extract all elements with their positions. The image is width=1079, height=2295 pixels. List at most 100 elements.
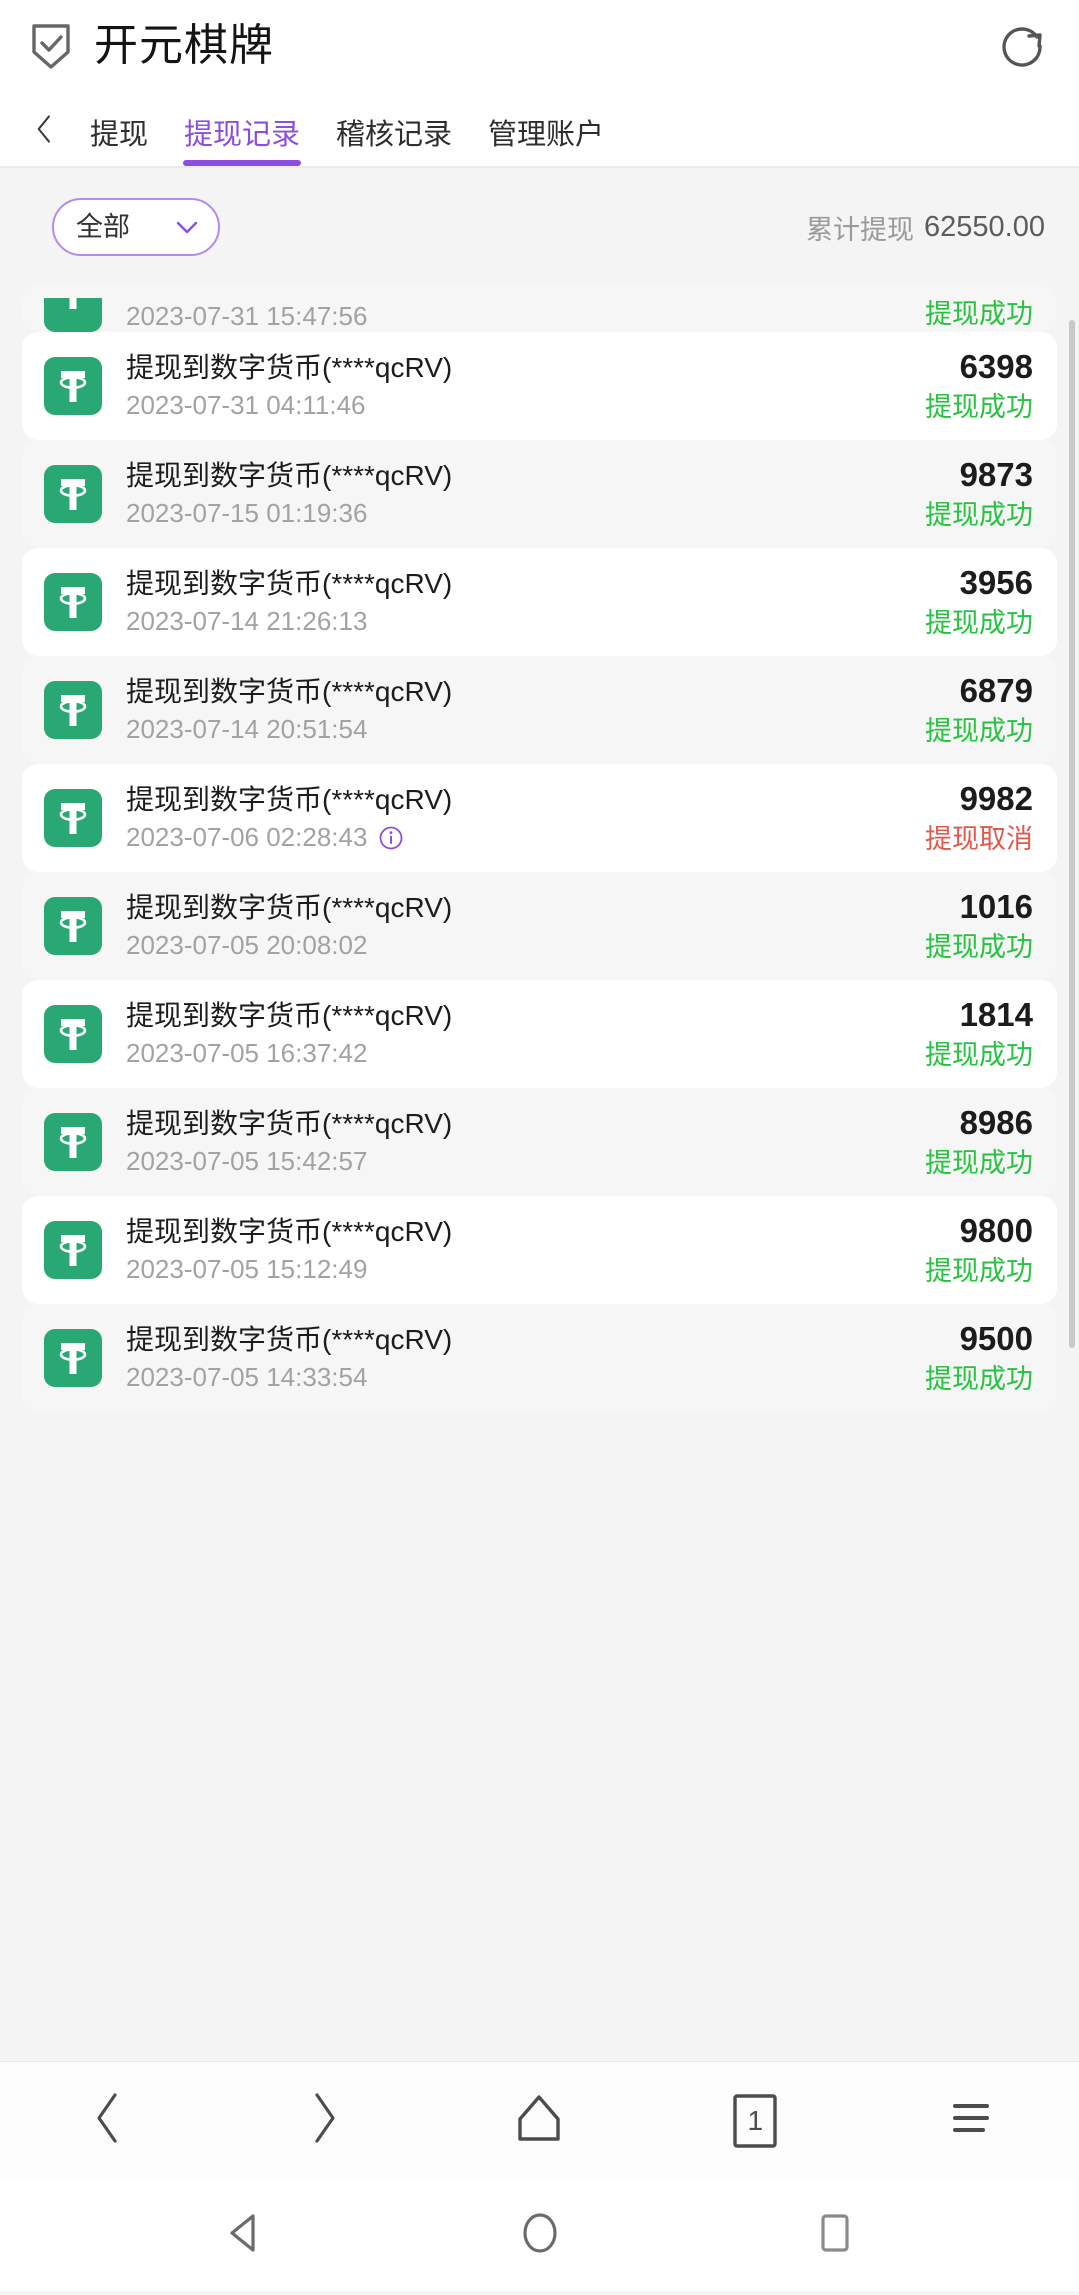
- row-main: 提现到数字货币(****qcRV) 2023-07-05 15:42:57: [126, 1107, 925, 1178]
- transaction-title: 提现到数字货币(****qcRV): [126, 999, 453, 1031]
- transaction-date: 2023-07-05 15:42:57: [126, 1145, 368, 1176]
- row-right: 1016 提现成功: [925, 887, 1033, 964]
- tab-list: 提现 提现记录 稽核记录 管理账户: [72, 121, 622, 166]
- row-right: 提现成功: [925, 294, 1033, 332]
- table-row[interactable]: 提现到数字货币(****qcRV) 2023-07-14 20:51:54 6879…: [22, 656, 1057, 764]
- status-badge: 提现成功: [925, 607, 1033, 638]
- android-home-button[interactable]: [462, 2210, 617, 2261]
- transaction-date: 2023-07-14 20:51:54: [126, 713, 368, 744]
- transaction-date-wrap: 2023-07-05 16:37:42: [126, 1037, 925, 1070]
- row-right: 9873 提现成功: [925, 455, 1033, 532]
- transaction-date: 2023-07-06 02:28:43: [126, 821, 368, 852]
- refresh-icon[interactable]: [999, 23, 1045, 69]
- transaction-amount: 9800: [959, 1212, 1033, 1250]
- status-badge: 提现成功: [925, 499, 1033, 530]
- row-main: 2023-07-31 15:47:56: [126, 296, 925, 333]
- browser-forward-button[interactable]: [216, 2062, 432, 2179]
- chevron-down-icon: [176, 221, 198, 234]
- transaction-date-wrap: 2023-07-14 21:26:13: [126, 605, 925, 638]
- transaction-title: 提现到数字货币(****qcRV): [126, 1215, 453, 1247]
- table-row[interactable]: 提现到数字货币(****qcRV) 2023-07-14 21:26:13 3956…: [22, 548, 1057, 656]
- app-header: 开元棋牌: [0, 0, 1079, 92]
- table-row[interactable]: 提现到数字货币(****qcRV) 2023-07-31 04:11:46 6398…: [22, 332, 1057, 440]
- transaction-date: 2023-07-14 21:26:13: [126, 605, 368, 636]
- page-title: 开元棋牌: [94, 21, 274, 70]
- transaction-title: 提现到数字货币(****qcRV): [126, 459, 453, 491]
- browser-menu-button[interactable]: [863, 2062, 1079, 2179]
- row-right: 6879 提现成功: [925, 671, 1033, 748]
- transaction-title: 提现到数字货币(****qcRV): [126, 1323, 453, 1355]
- vertical-scrollbar[interactable]: [1069, 320, 1075, 1348]
- browser-back-icon: [91, 2091, 125, 2150]
- table-row[interactable]: 提现到数字货币(****qcRV) 2023-07-06 02:28:43 998…: [22, 764, 1057, 872]
- transaction-date: 2023-07-15 01:19:36: [126, 497, 368, 528]
- browser-tabs-button[interactable]: 1: [647, 2062, 863, 2179]
- info-circle-icon[interactable]: [379, 825, 403, 850]
- status-filter-select[interactable]: 全部: [52, 198, 220, 256]
- transaction-date-wrap: 2023-07-15 01:19:36: [126, 497, 925, 530]
- transaction-amount: 8986: [959, 1104, 1033, 1142]
- tab-audit-records[interactable]: 稽核记录: [336, 119, 453, 151]
- table-row[interactable]: 提现到数字货币(****qcRV) 2023-07-05 15:12:49 9800…: [22, 1196, 1057, 1304]
- row-main: 提现到数字货币(****qcRV) 2023-07-15 01:19:36: [126, 459, 925, 530]
- status-badge: 提现成功: [925, 1147, 1033, 1178]
- tether-usdt-icon: [44, 789, 102, 847]
- transaction-title: 提现到数字货币(****qcRV): [126, 351, 453, 383]
- tabbar-divider: [0, 166, 1079, 168]
- transaction-date: 2023-07-31 04:11:46: [126, 389, 366, 420]
- tether-usdt-icon: [44, 897, 102, 955]
- transaction-date: 2023-07-05 20:08:02: [126, 929, 368, 960]
- transaction-date-wrap: 2023-07-05 14:33:54: [126, 1361, 925, 1394]
- row-main: 提现到数字货币(****qcRV) 2023-07-05 15:12:49: [126, 1215, 925, 1286]
- tab-withdraw-records[interactable]: 提现记录: [166, 121, 318, 166]
- status-filter-value: 全部: [76, 211, 130, 242]
- row-right: 6398 提现成功: [925, 347, 1033, 424]
- shield-check-icon: [30, 22, 72, 70]
- browser-back-button[interactable]: [0, 2062, 216, 2179]
- table-row[interactable]: 提现到数字货币(****qcRV) 2023-07-05 16:37:42 1814…: [22, 980, 1057, 1088]
- transaction-date-wrap: 2023-07-31 15:47:56: [126, 300, 925, 333]
- tether-usdt-icon: [44, 1329, 102, 1387]
- transaction-date-wrap: 2023-07-31 04:11:46: [126, 389, 925, 422]
- tether-usdt-icon: [44, 465, 102, 523]
- total-withdrawn-value: 62550.00: [924, 210, 1045, 243]
- row-main: 提现到数字货币(****qcRV) 2023-07-31 04:11:46: [126, 351, 925, 422]
- filter-row: 全部 累计提现 62550.00: [0, 168, 1079, 286]
- transaction-amount: 6398: [959, 348, 1033, 386]
- android-nav-bar: [0, 2179, 1079, 2291]
- transaction-amount: 9982: [959, 780, 1033, 818]
- tab-withdraw[interactable]: 提现: [90, 119, 149, 151]
- status-badge: 提现成功: [925, 715, 1033, 746]
- tab-bar: 提现 提现记录 稽核记录 管理账户: [0, 92, 1079, 166]
- browser-tabs-icon: 1: [731, 2092, 779, 2150]
- transaction-date-wrap: 2023-07-14 20:51:54: [126, 713, 925, 746]
- status-badge: 提现成功: [925, 1363, 1033, 1394]
- row-main: 提现到数字货币(****qcRV) 2023-07-14 21:26:13: [126, 567, 925, 638]
- transaction-date-wrap: 2023-07-05 15:42:57: [126, 1145, 925, 1178]
- android-back-button[interactable]: [167, 2210, 322, 2261]
- status-badge: 提现取消: [925, 823, 1033, 854]
- tether-usdt-icon: [44, 1005, 102, 1063]
- status-badge: 提现成功: [925, 1039, 1033, 1070]
- chevron-left-icon[interactable]: [18, 98, 72, 160]
- browser-tabs-count: 1: [747, 2104, 764, 2136]
- table-row[interactable]: 提现到数字货币(****qcRV) 2023-07-05 15:42:57 8986…: [22, 1088, 1057, 1196]
- tab-manage-accounts[interactable]: 管理账户: [488, 119, 605, 151]
- android-recents-button[interactable]: [757, 2210, 912, 2261]
- status-badge: 提现成功: [925, 299, 1033, 330]
- browser-home-icon: [513, 2092, 565, 2149]
- browser-home-button[interactable]: [432, 2062, 648, 2179]
- table-row[interactable]: 提现到数字货币(****qcRV) 2023-07-15 01:19:36 9873…: [22, 440, 1057, 548]
- table-row[interactable]: 提现到数字货币(****qcRV) 2023-07-05 14:33:54 9500…: [22, 1304, 1057, 1412]
- transaction-date: 2023-07-05 14:33:54: [126, 1361, 368, 1392]
- table-row[interactable]: 2023-07-31 15:47:56 提现成功: [22, 274, 1057, 333]
- browser-toolbar: 1: [0, 2061, 1079, 2179]
- tether-usdt-icon: [44, 1113, 102, 1171]
- tether-usdt-icon: [44, 357, 102, 415]
- row-right: 9800 提现成功: [925, 1211, 1033, 1288]
- android-recents-icon: [812, 2210, 858, 2261]
- tether-usdt-icon: [44, 681, 102, 739]
- transaction-title: 提现到数字货币(****qcRV): [126, 1107, 453, 1139]
- transaction-date-wrap: 2023-07-05 15:12:49: [126, 1253, 925, 1286]
- table-row[interactable]: 提现到数字货币(****qcRV) 2023-07-05 20:08:02 1016…: [22, 872, 1057, 980]
